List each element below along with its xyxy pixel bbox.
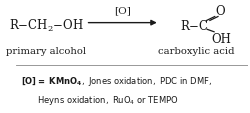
Text: $\mathregular{R{-}C}$: $\mathregular{R{-}C}$ <box>180 19 209 33</box>
Text: $\mathregular{\ \ \ \ \ \ Heyns\ oxidation,\ RuO_4\ or\ TEMPO}$: $\mathregular{\ \ \ \ \ \ Heyns\ oxidati… <box>21 93 178 106</box>
Text: $\mathbf{[O]=\ KMnO_4}$$\mathregular{,\ Jones\ oxidation,\ PDC\ in\ DMF,}$: $\mathbf{[O]=\ KMnO_4}$$\mathregular{,\ … <box>21 74 212 87</box>
Text: [O]: [O] <box>114 6 131 15</box>
Text: OH: OH <box>211 32 231 45</box>
Text: $\mathregular{R{-}CH_2{-}OH}$: $\mathregular{R{-}CH_2{-}OH}$ <box>9 18 84 34</box>
Text: O: O <box>215 5 225 18</box>
Text: carboxylic acid: carboxylic acid <box>158 47 235 55</box>
Text: primary alcohol: primary alcohol <box>6 47 86 55</box>
